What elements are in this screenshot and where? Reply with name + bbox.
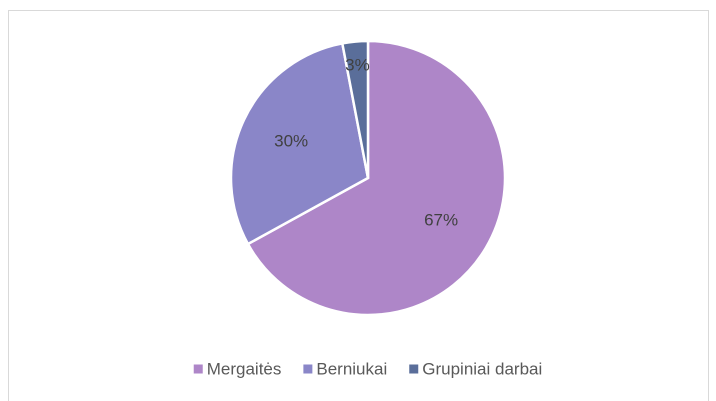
data-label: 3% xyxy=(345,56,370,75)
data-label: 30% xyxy=(274,131,308,150)
legend-label: Mergaitės xyxy=(207,359,282,378)
data-label: 67% xyxy=(424,211,458,230)
pie-slice xyxy=(340,39,370,179)
legend-label: Grupiniai darbai xyxy=(422,359,542,378)
legend-label: Berniukai xyxy=(316,359,387,378)
pie-slice xyxy=(246,39,507,317)
pie-slice xyxy=(229,41,370,246)
legend-swatch xyxy=(193,364,203,374)
legend-swatch xyxy=(409,364,419,374)
legend-swatch xyxy=(303,364,313,374)
